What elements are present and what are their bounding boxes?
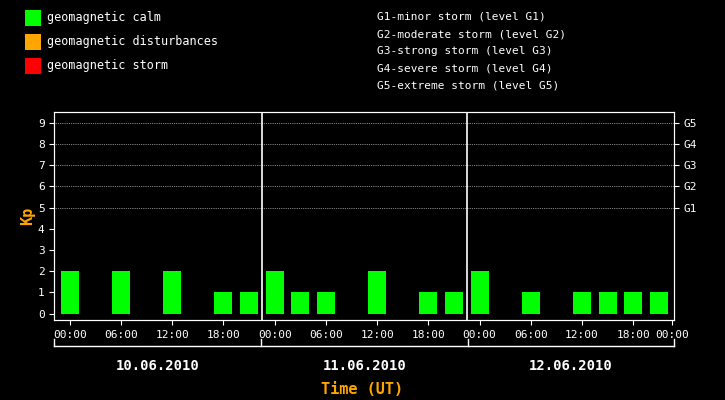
Bar [61, 271, 79, 314]
Bar [522, 292, 540, 314]
Bar [265, 271, 283, 314]
Bar [650, 292, 668, 314]
Text: G1-minor storm (level G1): G1-minor storm (level G1) [377, 12, 546, 22]
Bar [291, 292, 310, 314]
Text: geomagnetic storm: geomagnetic storm [47, 60, 168, 72]
Bar [599, 292, 617, 314]
Bar [112, 271, 130, 314]
Text: G5-extreme storm (level G5): G5-extreme storm (level G5) [377, 80, 559, 90]
Text: 10.06.2010: 10.06.2010 [116, 359, 199, 373]
Bar [317, 292, 335, 314]
Text: geomagnetic disturbances: geomagnetic disturbances [47, 36, 218, 48]
Text: geomagnetic calm: geomagnetic calm [47, 12, 161, 24]
Text: G4-severe storm (level G4): G4-severe storm (level G4) [377, 64, 552, 74]
Bar [419, 292, 437, 314]
Bar [240, 292, 258, 314]
Text: Time (UT): Time (UT) [321, 382, 404, 398]
Text: G2-moderate storm (level G2): G2-moderate storm (level G2) [377, 29, 566, 39]
Text: 12.06.2010: 12.06.2010 [529, 359, 613, 373]
Bar [471, 271, 489, 314]
Y-axis label: Kp: Kp [20, 207, 35, 225]
Bar [573, 292, 591, 314]
Bar [624, 292, 642, 314]
Bar [445, 292, 463, 314]
Text: G3-strong storm (level G3): G3-strong storm (level G3) [377, 46, 552, 56]
Bar [215, 292, 233, 314]
Text: 11.06.2010: 11.06.2010 [323, 359, 406, 373]
Bar [368, 271, 386, 314]
Bar [163, 271, 181, 314]
